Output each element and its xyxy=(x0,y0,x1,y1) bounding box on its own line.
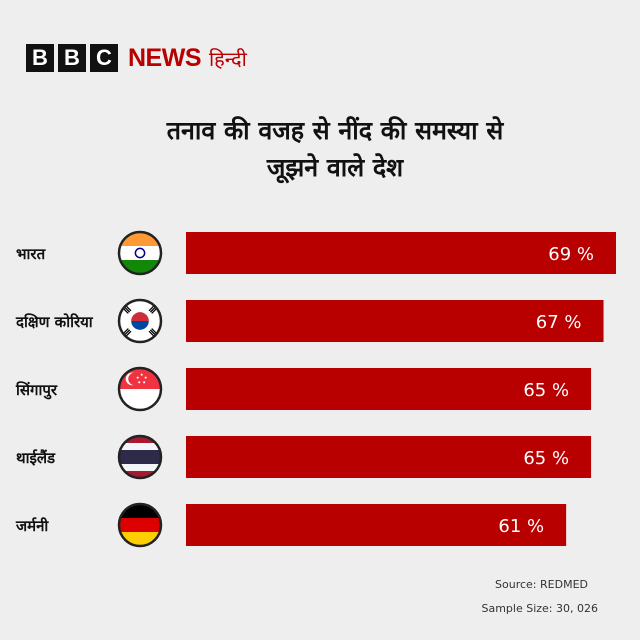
chart-row: सिंगापुर 65 % xyxy=(15,366,592,412)
bbc-news-hindi-logo: B B C NEWS हिन्दी xyxy=(26,42,247,74)
bbc-letter-b1: B xyxy=(26,44,54,72)
chart-title-line1: तनाव की वजह से नींद की समस्या से xyxy=(166,116,504,145)
source-note: Source: REDMED xyxy=(495,578,588,591)
category-label: सिंगापुर xyxy=(15,381,58,400)
hindi-wordmark: हिन्दी xyxy=(209,46,247,71)
bbc-letter-b2: B xyxy=(58,44,86,72)
bar xyxy=(186,436,592,478)
category-label: दक्षिण कोरिया xyxy=(15,313,94,331)
chart-title: तनाव की वजह से नींद की समस्या से जूझने व… xyxy=(90,112,580,186)
value-label: 67 % xyxy=(536,312,582,333)
bar xyxy=(186,368,592,410)
category-label: थाईलैंड xyxy=(16,449,56,467)
bbc-letter-c: C xyxy=(90,44,118,72)
value-label: 69 % xyxy=(548,244,594,265)
value-label: 65 % xyxy=(523,380,569,401)
bar xyxy=(186,232,616,274)
chart-row: जर्मनी 61 % xyxy=(15,502,567,548)
bar xyxy=(186,504,567,546)
thailand-flag-icon xyxy=(117,434,163,480)
india-flag-icon xyxy=(117,230,163,276)
category-label: भारत xyxy=(16,245,47,263)
sample-size-note: Sample Size: 30, 026 xyxy=(481,602,598,615)
bar xyxy=(186,300,604,342)
value-label: 65 % xyxy=(523,448,569,469)
value-label: 61 % xyxy=(498,516,544,537)
chart-row: दक्षिण कोरिया 67 % xyxy=(15,298,604,344)
germany-flag-icon xyxy=(117,502,163,548)
category-label: जर्मनी xyxy=(15,517,49,535)
chart-row: भारत 69 % xyxy=(16,230,616,276)
singapore-flag-icon xyxy=(117,366,163,412)
chart-row: थाईलैंड 65 % xyxy=(16,434,592,480)
south-korea-flag-icon xyxy=(117,298,163,344)
chart-title-line2: जूझने वाले देश xyxy=(266,153,404,182)
news-wordmark: NEWS xyxy=(128,43,202,72)
